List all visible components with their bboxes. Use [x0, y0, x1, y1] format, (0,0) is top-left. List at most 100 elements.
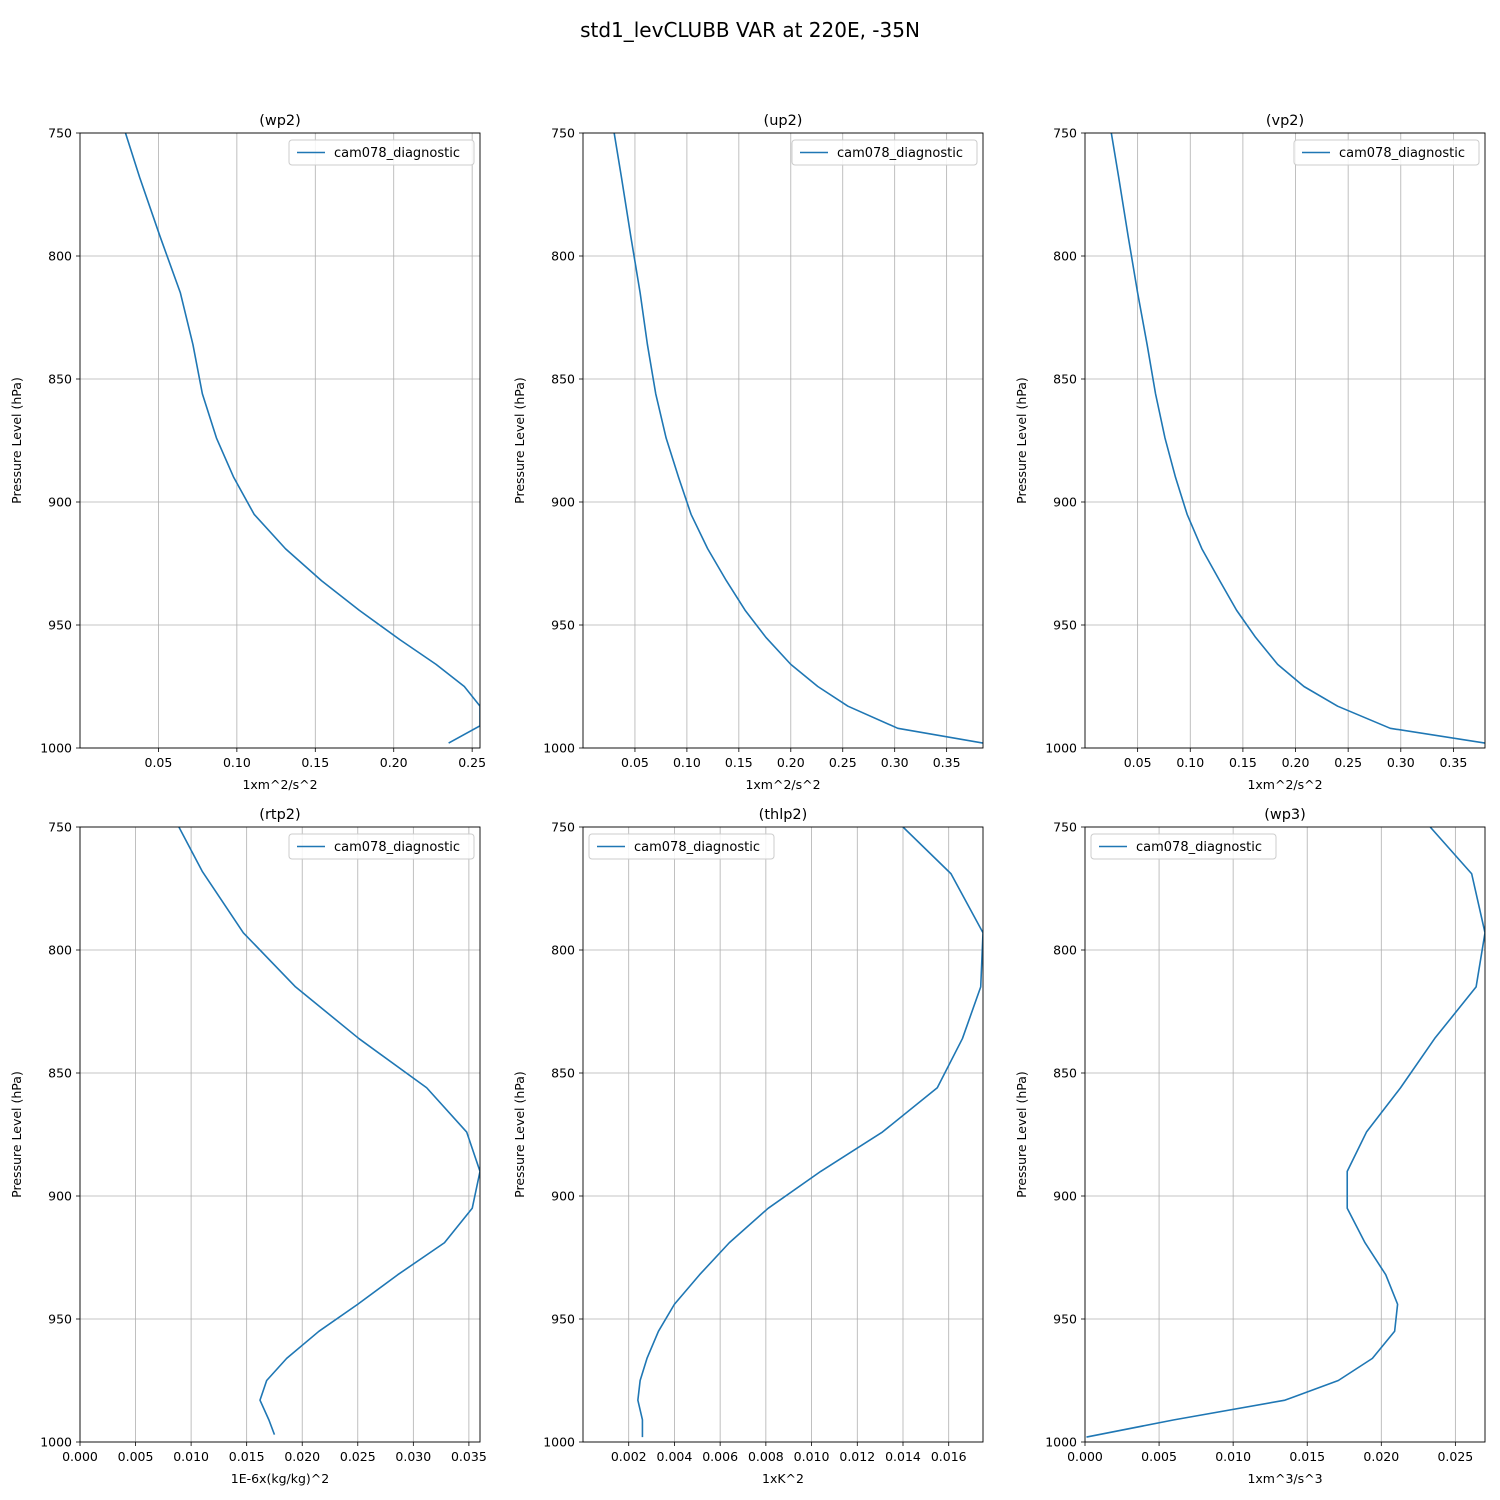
- x-tick-label: 0.05: [145, 755, 173, 770]
- y-tick-label: 900: [1053, 495, 1077, 510]
- x-tick-label: 0.002: [611, 1449, 647, 1464]
- legend-box: [791, 139, 978, 166]
- x-tick-label: 0.25: [829, 755, 857, 770]
- y-tick-label: 1000: [40, 741, 72, 756]
- legend-label: cam078_diagnostic: [334, 146, 460, 161]
- y-tick-label: 850: [48, 1066, 72, 1081]
- panels-container: 0.05 0.10 0.15 0.20 0.25 750 800 850 900 950 1000 (…: [9, 113, 1486, 1486]
- axes-frame: [1084, 826, 1486, 1443]
- panel-title: (vp2): [1266, 113, 1304, 129]
- y-tick-label: 800: [48, 943, 72, 958]
- series-line: [637, 827, 983, 1438]
- x-tick-label: 0.025: [1437, 1449, 1473, 1464]
- y-tick-label: 900: [48, 495, 72, 510]
- y-tick-label: 850: [551, 372, 575, 387]
- series-line: [1110, 133, 1485, 744]
- x-tick-label: 0.15: [1229, 755, 1257, 770]
- x-tick-label: 0.010: [1215, 1449, 1251, 1464]
- series-line: [1086, 827, 1485, 1438]
- x-tick-label: 0.016: [931, 1449, 967, 1464]
- x-tick-label: 0.20: [1282, 755, 1310, 770]
- x-tick-label: 0.05: [621, 755, 649, 770]
- legend-box: [288, 139, 475, 166]
- x-tick-label: 0.008: [748, 1449, 784, 1464]
- panel-title: (up2): [764, 113, 803, 129]
- x-axis-label: 1xm^3/s^3: [1247, 1471, 1322, 1486]
- y-tick-label: 900: [1053, 1189, 1077, 1204]
- y-tick-label: 750: [1053, 820, 1077, 835]
- x-tick-label: 0.05: [1124, 755, 1152, 770]
- x-tick-label: 0.020: [1363, 1449, 1399, 1464]
- y-tick-label: 900: [551, 1189, 575, 1204]
- y-tick-label: 800: [551, 249, 575, 264]
- x-tick-label: 0.015: [229, 1449, 265, 1464]
- y-tick-label: 800: [1053, 249, 1077, 264]
- x-tick-label: 0.35: [933, 755, 961, 770]
- y-tick-label: 750: [48, 126, 72, 141]
- x-tick-label: 0.25: [458, 755, 486, 770]
- y-tick-label: 950: [551, 1312, 575, 1327]
- panel-title: (wp3): [1264, 807, 1306, 823]
- x-tick-label: 0.000: [1067, 1449, 1103, 1464]
- legend-label: cam078_diagnostic: [837, 146, 963, 161]
- legend-label: cam078_diagnostic: [634, 840, 760, 855]
- x-tick-label: 0.012: [839, 1449, 875, 1464]
- x-tick-label: 0.030: [395, 1449, 431, 1464]
- x-tick-label: 0.20: [380, 755, 408, 770]
- y-tick-label: 800: [551, 943, 575, 958]
- chart-panel: 0.002 0.004 0.006 0.008 0.010 0.012 0.014 0.016…: [512, 807, 984, 1486]
- axes-frame: [582, 826, 984, 1443]
- x-tick-label: 0.30: [1387, 755, 1415, 770]
- y-tick-label: 750: [551, 126, 575, 141]
- y-tick-label: 750: [1053, 126, 1077, 141]
- x-tick-label: 0.020: [284, 1449, 320, 1464]
- panel-title: (rtp2): [259, 807, 300, 823]
- y-tick-label: 1000: [1045, 741, 1077, 756]
- y-tick-label: 1000: [543, 741, 575, 756]
- x-axis-label: 1E-6x(kg/kg)^2: [231, 1471, 329, 1486]
- y-tick-label: 750: [48, 820, 72, 835]
- x-tick-label: 0.15: [301, 755, 329, 770]
- x-tick-label: 0.10: [223, 755, 251, 770]
- x-axis-label: 1xm^2/s^2: [242, 777, 317, 792]
- legend-label: cam078_diagnostic: [1136, 840, 1262, 855]
- y-tick-label: 950: [1053, 1312, 1077, 1327]
- chart-panel: 0.05 0.10 0.15 0.20 0.25 0.30 0.35 750 800 850 900…: [512, 113, 984, 792]
- x-tick-label: 0.15: [725, 755, 753, 770]
- legend-box: [1293, 139, 1480, 166]
- y-tick-label: 850: [1053, 1066, 1077, 1081]
- chart-panel: 0.05 0.10 0.15 0.20 0.25 750 800 850 900 950 1000 (…: [9, 113, 486, 792]
- legend-box: [1090, 833, 1277, 860]
- panel-title: (wp2): [259, 113, 301, 129]
- y-axis-label: Pressure Level (hPa): [512, 377, 527, 504]
- legend-label: cam078_diagnostic: [334, 840, 460, 855]
- x-tick-label: 0.010: [173, 1449, 209, 1464]
- legend-box: [288, 833, 475, 860]
- x-tick-label: 0.25: [1334, 755, 1362, 770]
- y-tick-label: 1000: [40, 1435, 72, 1450]
- x-axis-label: 1xK^2: [762, 1471, 804, 1486]
- x-tick-label: 0.025: [340, 1449, 376, 1464]
- x-tick-label: 0.35: [1439, 755, 1467, 770]
- y-tick-label: 800: [1053, 943, 1077, 958]
- x-tick-label: 0.014: [885, 1449, 921, 1464]
- y-tick-label: 800: [48, 249, 72, 264]
- x-tick-label: 0.10: [1176, 755, 1204, 770]
- y-tick-label: 850: [48, 372, 72, 387]
- y-axis-label: Pressure Level (hPa): [1014, 377, 1029, 504]
- x-tick-label: 0.005: [118, 1449, 154, 1464]
- series-line: [613, 133, 983, 744]
- y-tick-label: 950: [1053, 618, 1077, 633]
- chart-panel: 0.000 0.005 0.010 0.015 0.020 0.025 0.030 0.035…: [9, 807, 487, 1486]
- legend-label: cam078_diagnostic: [1339, 146, 1465, 161]
- axes-frame: [79, 826, 481, 1443]
- y-tick-label: 850: [1053, 372, 1077, 387]
- y-tick-label: 850: [551, 1066, 575, 1081]
- chart-panel: 0.000 0.005 0.010 0.015 0.020 0.025 750 800 850 9…: [1014, 807, 1486, 1486]
- x-tick-label: 0.005: [1141, 1449, 1177, 1464]
- y-tick-label: 900: [48, 1189, 72, 1204]
- series-line: [124, 133, 480, 744]
- chart-panel: 0.05 0.10 0.15 0.20 0.25 0.30 0.35 750 800 850 900…: [1014, 113, 1486, 792]
- x-axis-label: 1xm^2/s^2: [745, 777, 820, 792]
